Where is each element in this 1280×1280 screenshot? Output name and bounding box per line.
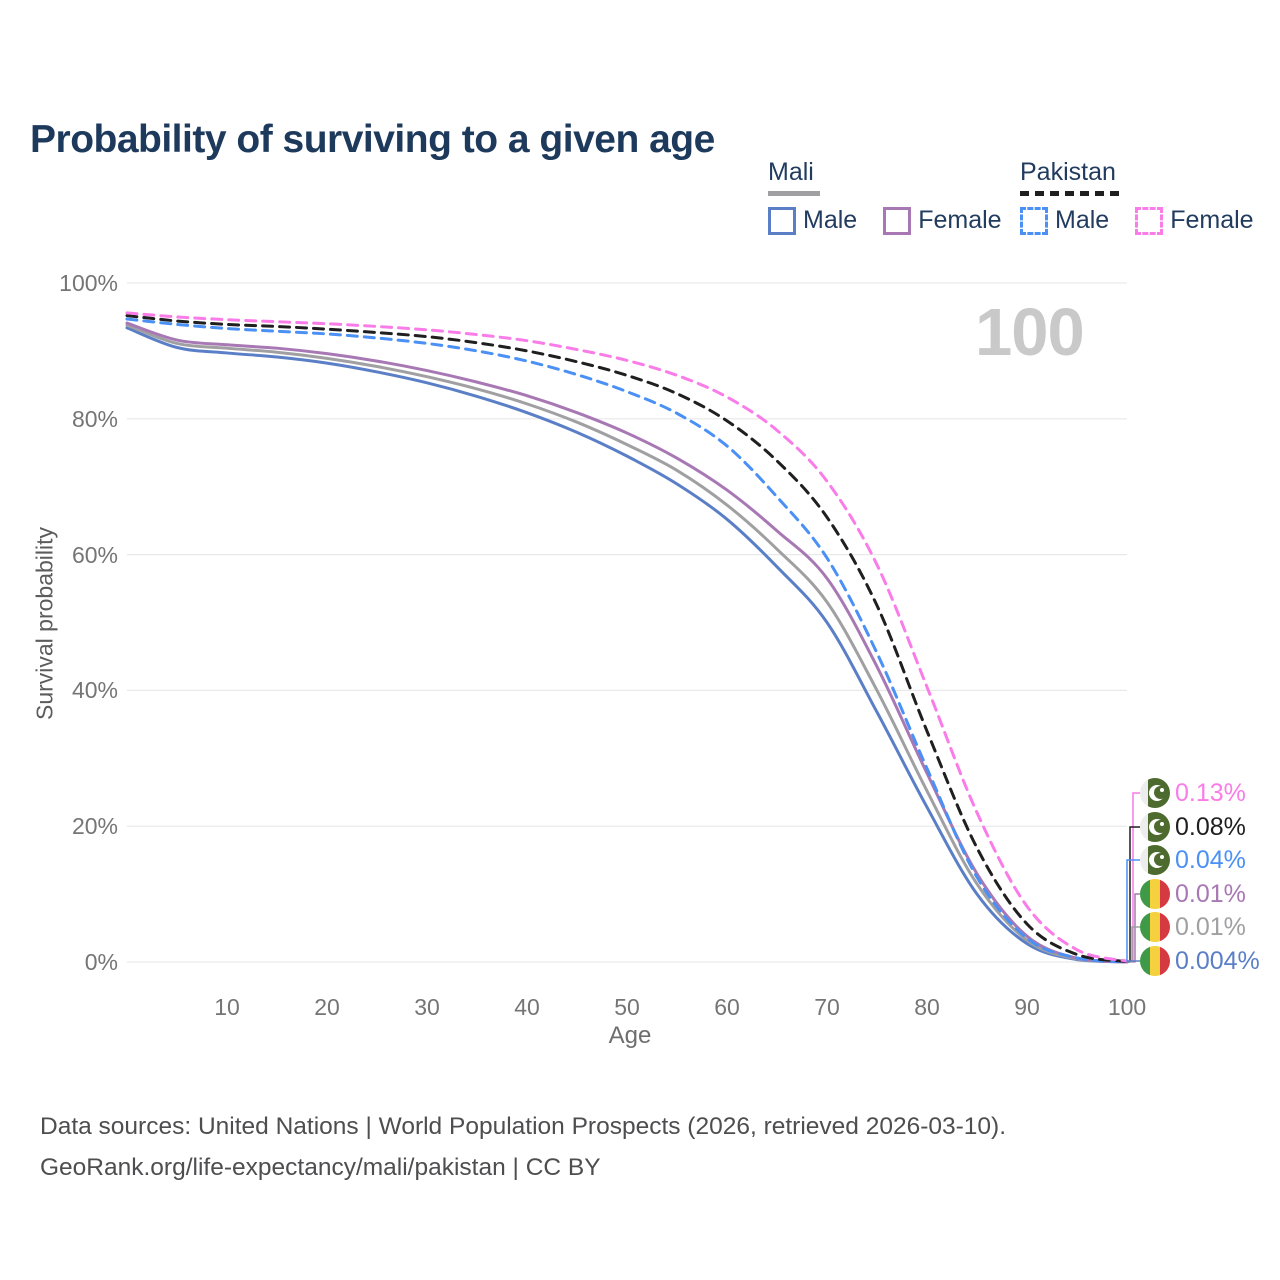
crescent-star-icon-part [1160, 822, 1164, 826]
end-label-pakistan-both[interactable]: 0.08% [1140, 812, 1246, 842]
end-label-value: 0.04% [1175, 845, 1246, 874]
end-label-mali-male[interactable]: 0.004% [1140, 946, 1260, 976]
x-tick-label: 90 [1014, 994, 1040, 1020]
legend-item-mali-male[interactable]: Male [768, 206, 857, 235]
x-tick-label: 100 [1107, 994, 1147, 1020]
end-label-value: 0.13% [1175, 778, 1246, 807]
x-tick-label: 60 [714, 994, 740, 1020]
legend-swatch [1020, 206, 1048, 235]
legend-group-title: Pakistan [1020, 158, 1116, 186]
y-tick-label: 100% [59, 270, 118, 296]
mali-flag-icon [1140, 946, 1170, 976]
x-tick-label: 30 [414, 994, 440, 1020]
legend-swatch [768, 206, 796, 235]
end-label-value: 0.08% [1175, 812, 1246, 841]
leader-line [1126, 859, 1140, 962]
leader-line [1127, 960, 1140, 963]
crescent-star-icon-part [1160, 788, 1164, 792]
legend-item-mali-female[interactable]: Female [883, 206, 1002, 235]
legend-item-pakistan-female[interactable]: Female [1135, 206, 1254, 235]
watermark-age-label: 100 [975, 295, 1085, 370]
x-tick-label: 80 [914, 994, 940, 1020]
legend-group-mali: Mali Male Female [768, 158, 1002, 235]
series-line-pakistan-female[interactable] [125, 311, 1129, 963]
legend-swatch [883, 206, 912, 235]
legend-item-label: Female [1170, 206, 1254, 234]
mali-flag-icon [1140, 879, 1170, 909]
leader-line [1127, 792, 1140, 962]
end-label-pakistan-male[interactable]: 0.04% [1140, 845, 1246, 875]
legend-group-title: Mali [768, 158, 814, 186]
legend-group-line-swatch [768, 191, 820, 196]
y-tick-label: 60% [71, 541, 118, 568]
legend-item-pakistan-male[interactable]: Male [1020, 206, 1109, 235]
y-tick-label: 0% [84, 949, 118, 975]
series-line-mali-both[interactable] [125, 323, 1129, 964]
footer-link-line: GeoRank.org/life-expectancy/mali/pakista… [40, 1154, 601, 1181]
end-label-pakistan-female[interactable]: 0.13% [1140, 778, 1246, 808]
series-line-pakistan-male[interactable] [125, 317, 1129, 964]
crescent-star-icon-part [1160, 855, 1164, 859]
pakistan-flag-icon [1140, 778, 1170, 808]
footer-sources-line: Data sources: United Nations | World Pop… [40, 1113, 1007, 1140]
x-tick-label: 70 [814, 994, 840, 1020]
legend-items-row: Male Female [768, 206, 1002, 235]
series-line-mali-male[interactable] [125, 326, 1129, 964]
legend-group-line-swatch [1020, 191, 1120, 196]
pakistan-flag-icon [1140, 845, 1170, 875]
end-label-mali-female[interactable]: 0.01% [1140, 879, 1246, 909]
x-tick-label: 20 [314, 994, 340, 1020]
legend-items-row: Male Female [1020, 206, 1254, 235]
legend-swatch [1135, 206, 1164, 235]
end-label-value: 0.01% [1175, 912, 1246, 941]
legend-item-label: Male [803, 206, 858, 234]
x-tick-label: 40 [514, 994, 540, 1020]
x-tick-label: 10 [214, 994, 240, 1020]
y-tick-label: 80% [71, 405, 118, 432]
legend-group-pakistan: Pakistan Male Female [1020, 158, 1254, 235]
y-tick-label: 20% [71, 813, 118, 840]
legend-item-label: Male [1055, 206, 1110, 234]
chart-title: Probability of surviving to a given age [30, 118, 715, 162]
end-label-value: 0.004% [1175, 946, 1260, 975]
pakistan-flag-icon [1140, 812, 1170, 842]
y-axis-title: Survival probability [31, 526, 58, 721]
footer: Data sources: United Nations | World Pop… [40, 1106, 1006, 1188]
legend-item-label: Female [918, 206, 1002, 234]
end-label-value: 0.01% [1175, 879, 1246, 908]
x-tick-label: 50 [614, 994, 640, 1020]
series-line-pakistan-both[interactable] [125, 314, 1129, 963]
end-label-mali-both[interactable]: 0.01% [1140, 912, 1246, 942]
mali-flag-icon [1140, 912, 1170, 942]
y-tick-label: 40% [71, 677, 118, 704]
x-axis-title: Age [608, 1022, 652, 1049]
